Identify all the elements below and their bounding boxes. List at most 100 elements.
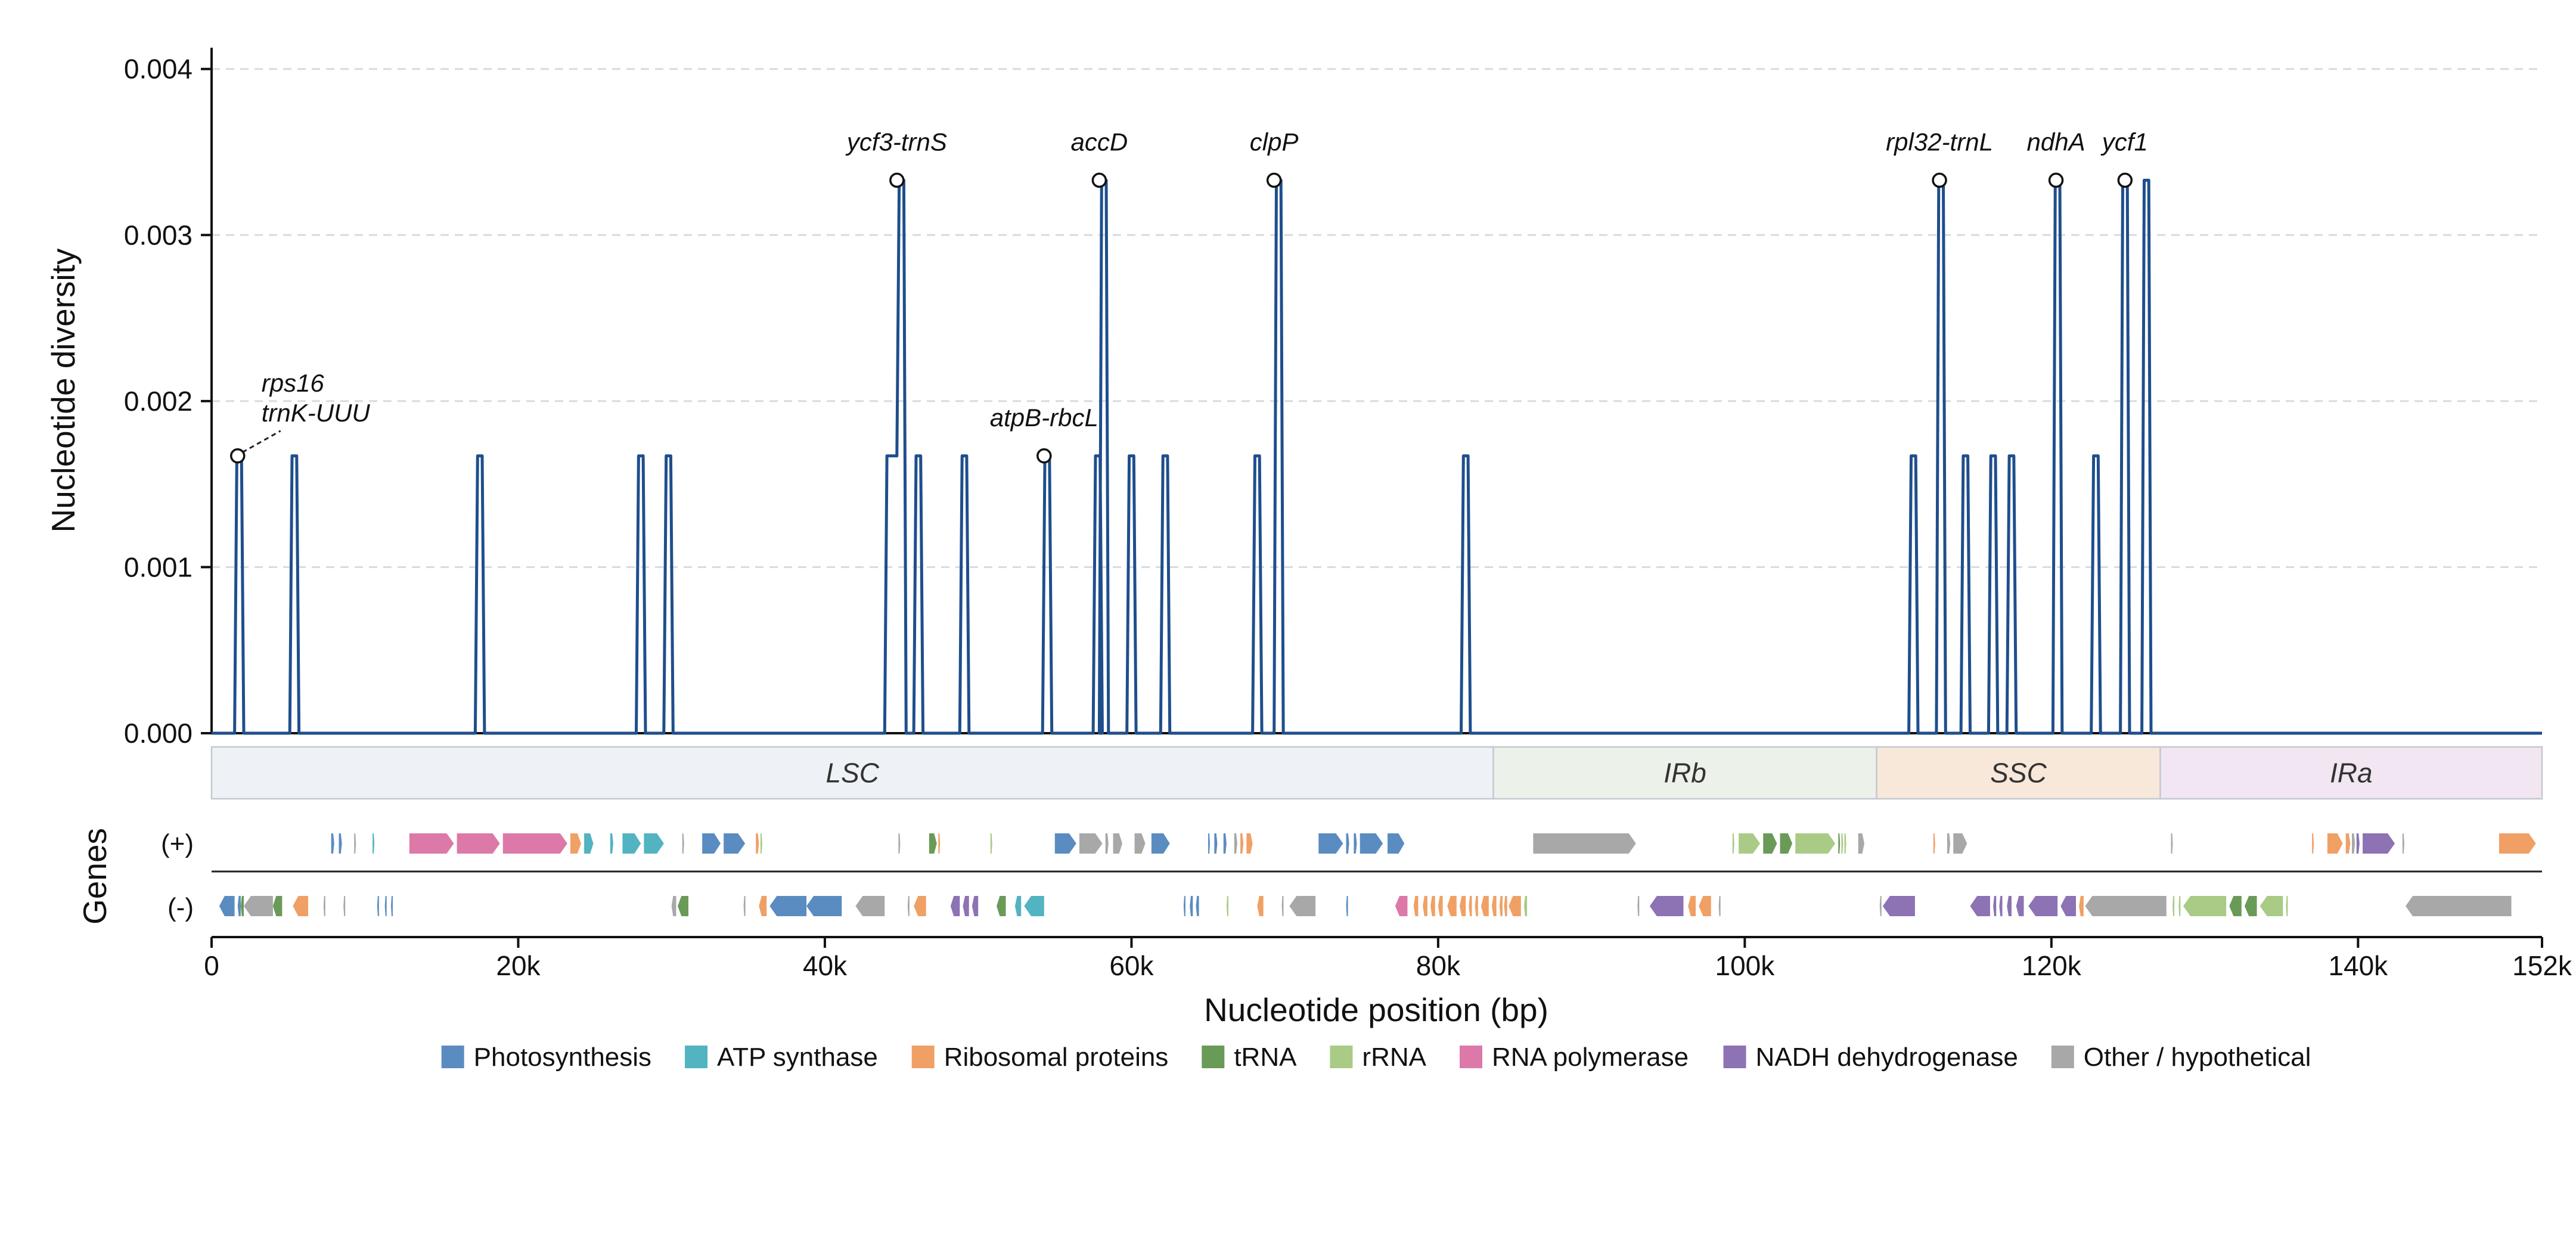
gene-plus — [1388, 833, 1405, 854]
gene-plus — [584, 833, 594, 854]
gene-plus — [1360, 833, 1383, 854]
legend-label: rRNA — [1362, 1043, 1426, 1072]
gene-minus — [2016, 896, 2024, 916]
gene-plus — [409, 833, 454, 854]
gene-minus — [1438, 896, 1443, 916]
gene-plus — [756, 833, 759, 854]
gene-plus — [1354, 833, 1357, 854]
y-tick-label: 0.001 — [124, 551, 193, 582]
x-tick-label: 100k — [1715, 950, 1775, 981]
gene-minus — [2183, 896, 2227, 916]
x-tick-label: 140k — [2328, 950, 2388, 981]
gene-plus — [938, 833, 941, 854]
gene-minus — [1289, 896, 1316, 916]
gene-plus — [1844, 833, 1846, 854]
gene-minus — [1014, 896, 1022, 916]
gene-minus — [2172, 896, 2175, 916]
legend-swatch — [441, 1046, 464, 1068]
x-tick-label: 0 — [204, 950, 219, 981]
gene-minus — [1637, 896, 1640, 916]
genome-regions: LSC IRb SSC IRa — [210, 746, 2543, 800]
gene-minus — [950, 896, 960, 916]
gene-minus — [1999, 896, 2003, 916]
gene-minus — [1882, 896, 1915, 916]
gene-minus — [2085, 896, 2167, 916]
gene-minus — [244, 896, 273, 916]
gene-plus — [1780, 833, 1793, 854]
annotation-marker — [1932, 172, 1947, 188]
legend-swatch — [1459, 1046, 1482, 1068]
region-ssc — [1876, 746, 2161, 800]
gene-minus — [2286, 896, 2288, 916]
annotation-label: atpB-rbcL — [990, 404, 1098, 432]
gene-minus — [743, 896, 746, 916]
y-tick-label: 0.004 — [124, 54, 193, 85]
strand-minus-label: (-) — [167, 893, 194, 922]
gene-minus — [1499, 896, 1503, 916]
gene-minus — [1504, 896, 1507, 916]
legend-swatch — [1330, 1046, 1353, 1068]
gene-minus — [1447, 896, 1457, 916]
gene-minus — [914, 896, 926, 916]
y-tick-label: 0.000 — [124, 718, 193, 749]
gene-minus — [1481, 896, 1489, 916]
gene-minus — [1226, 896, 1228, 916]
gene-minus — [1649, 896, 1684, 916]
gene-plus — [1947, 833, 1951, 854]
x-tick-label: 20k — [496, 950, 541, 981]
gene-minus — [1509, 896, 1521, 916]
annotation-marker — [229, 448, 246, 464]
gene-plus — [682, 833, 684, 854]
gene-minus — [2260, 896, 2283, 916]
gene-plus — [760, 833, 762, 854]
gene-plus — [929, 833, 937, 854]
gene-minus — [1459, 896, 1466, 916]
gene-plus — [331, 833, 334, 854]
annotation-label: ycf3-trnS — [845, 128, 947, 156]
gene-plus — [2402, 833, 2404, 854]
x-tick-label: 120k — [2022, 950, 2082, 981]
region-label: SSC — [1990, 758, 2047, 789]
legend: Photosynthesis ATP synthase Ribosomal prot… — [441, 1043, 2311, 1072]
legend-swatch — [911, 1046, 935, 1068]
legend-label: ATP synthase — [717, 1043, 878, 1072]
gene-plus — [622, 833, 641, 854]
gene-minus — [1523, 896, 1528, 916]
y-tick-label: 0.003 — [124, 219, 193, 250]
gene-plus — [1240, 833, 1244, 854]
gene-minus — [1413, 896, 1419, 916]
legend-label: tRNA — [1234, 1043, 1297, 1072]
gene-plus — [2312, 833, 2314, 854]
gene-minus — [671, 896, 676, 916]
gene-plus — [724, 833, 746, 854]
gene-minus — [219, 896, 235, 916]
region-label: IRb — [1663, 758, 1706, 789]
gene-plus — [373, 833, 375, 854]
gene-minus — [1423, 896, 1427, 916]
y-axis-label: Nucleotide diversity — [45, 248, 82, 532]
legend-label: Other / hypothetical — [2084, 1043, 2311, 1072]
gene-minus — [855, 896, 885, 916]
gene-plus — [1933, 833, 1935, 854]
gene-tracks — [219, 833, 2536, 916]
gene-plus — [1223, 833, 1227, 854]
x-tick-label: 152k — [2512, 950, 2572, 981]
gene-minus — [1430, 896, 1435, 916]
strand-plus-label: (+) — [161, 829, 194, 858]
gene-minus — [2406, 896, 2512, 916]
region-label: LSC — [826, 758, 880, 789]
gene-plus — [2499, 833, 2536, 854]
gene-plus — [1234, 833, 1237, 854]
region-ira — [2159, 746, 2543, 800]
gene-plus — [1054, 833, 1076, 854]
gene-plus — [2352, 833, 2355, 854]
legend-swatch — [1723, 1046, 1746, 1068]
gene-minus — [963, 896, 969, 916]
diversity-line — [212, 178, 2542, 735]
gene-minus — [1281, 896, 1284, 916]
gene-plus — [339, 833, 342, 854]
gene-minus — [1395, 896, 1408, 916]
gene-plus — [898, 833, 901, 854]
gene-minus — [1183, 896, 1185, 916]
